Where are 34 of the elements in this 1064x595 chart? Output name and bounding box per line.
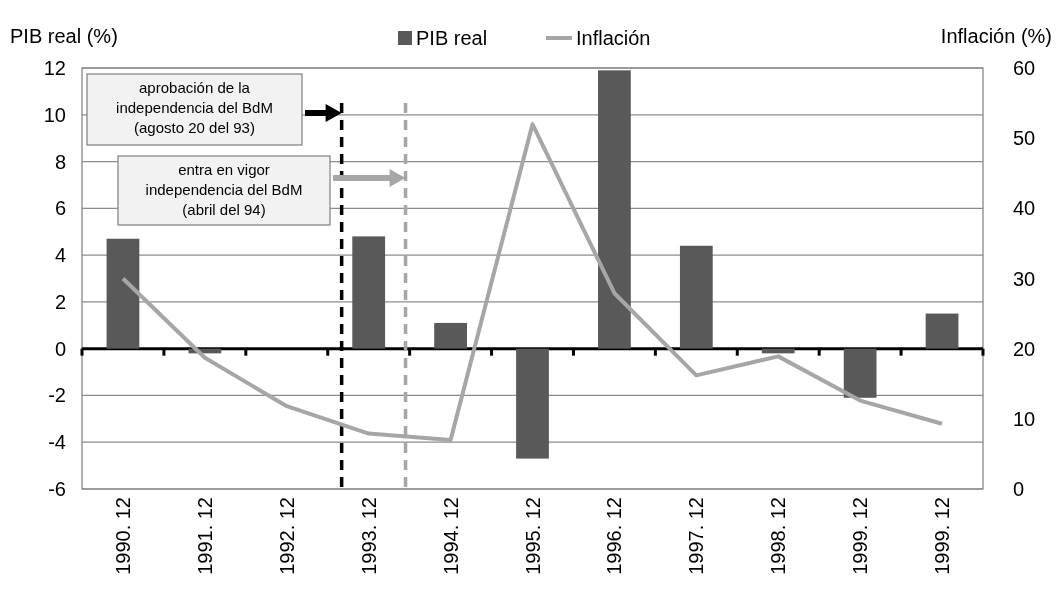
y-tick-label: 2 [54,290,66,313]
y2-tick-label: 20 [1013,337,1036,360]
y2-tick-label: 40 [1013,197,1036,220]
y2-tick-label: 30 [1013,267,1036,290]
x-tick-label: 1991. 12 [193,497,216,575]
y-tick-label: 0 [54,337,66,360]
x-tick-label: 1999. 12 [849,497,872,575]
x-tick-label: 1999. 12 [931,497,954,575]
y-tick-label: 12 [43,57,66,79]
y-tick-label: -6 [48,478,66,500]
x-tick-label: 1998. 12 [767,497,790,575]
y2-tick-label: 50 [1013,127,1036,150]
y2-axis-title: Inflación (%) [940,25,1052,47]
y-axis-title: PIB real (%) [10,25,118,47]
legend-label: PIB real [416,27,488,49]
y-tick-label: 10 [43,103,66,126]
annotation: aprobación de la independencia del BdM (agosto 20 del 93) [116,79,273,136]
x-tick-label: 1997. 12 [685,497,708,575]
x-tick-label: 1995. 12 [521,497,544,575]
x-tick-label: 1996. 12 [603,497,626,575]
y2-tick-label: 10 [1013,407,1036,430]
y-tick-label: -2 [48,384,66,407]
legend-label: Inflación [576,27,651,49]
x-tick-label: 1992. 12 [275,497,298,575]
x-tick-label: 1990. 12 [111,497,134,575]
y-tick-label: 4 [54,244,66,267]
x-tick-label: 1994. 12 [439,497,462,575]
y-tick-label: 8 [54,150,66,173]
y2-tick-label: 0 [1013,478,1025,500]
annotation: entra en vigor independencia del BdM (abril del 94) [145,161,303,218]
x-tick-label: 1993. 12 [357,497,380,575]
y2-tick-label: 60 [1013,57,1036,79]
y-tick-label: -4 [48,431,66,454]
y-tick-label: 6 [54,197,66,220]
